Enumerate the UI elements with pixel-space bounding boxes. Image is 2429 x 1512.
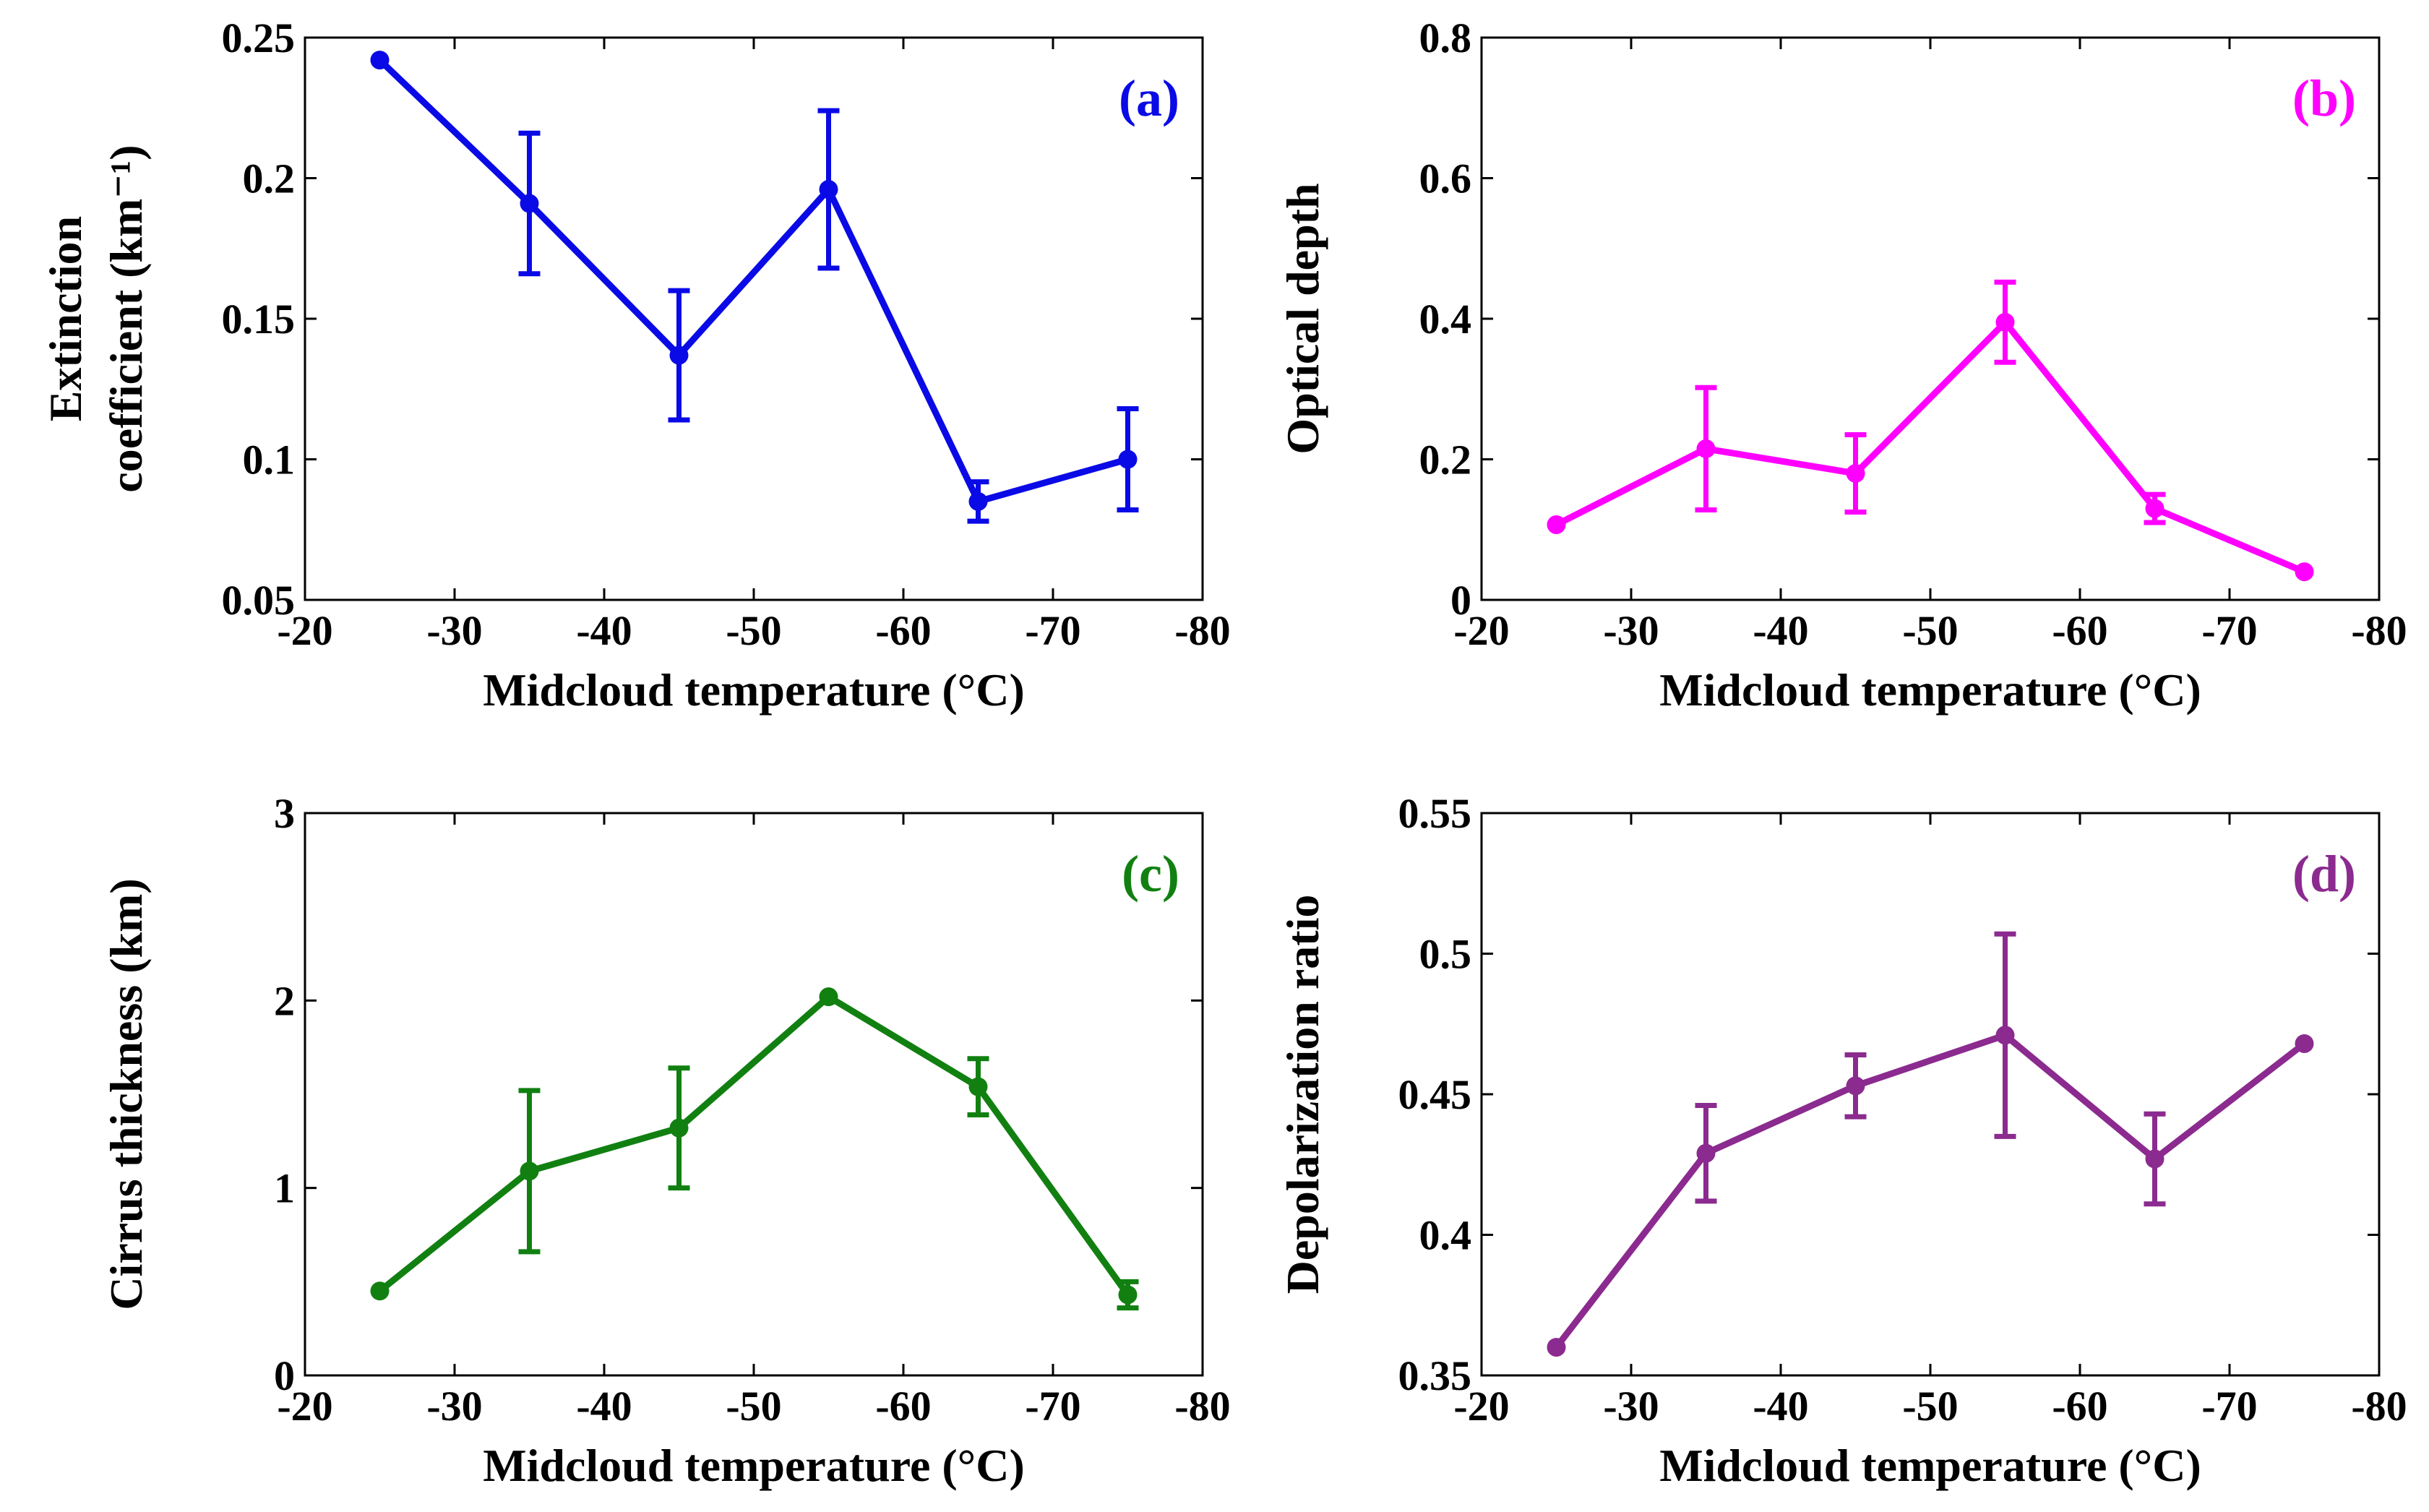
y-tick-label: 0.6 <box>1419 155 1472 202</box>
x-tick-label: -70 <box>2201 607 2257 654</box>
panel-label: (a) <box>1119 69 1179 127</box>
data-point <box>669 345 689 365</box>
data-point <box>1118 1285 1138 1305</box>
x-tick-label: -50 <box>1902 1383 1958 1430</box>
data-point <box>1547 1338 1566 1357</box>
y-tick-label: 0.05 <box>222 577 296 624</box>
y-tick-label: 2 <box>274 977 295 1024</box>
x-tick-label: -70 <box>1025 1383 1080 1430</box>
x-tick-label: -60 <box>2052 607 2107 654</box>
data-point <box>2295 562 2314 582</box>
data-point <box>669 1118 689 1138</box>
data-point <box>819 987 838 1007</box>
y-tick-label: 0.15 <box>222 296 296 343</box>
x-tick-label: -40 <box>576 1383 632 1430</box>
x-tick-label: -20 <box>277 1383 332 1430</box>
data-point <box>1696 1143 1716 1163</box>
x-tick-label: -70 <box>1025 607 1080 654</box>
y-axis-title: Cirrus thickness (km) <box>100 878 152 1310</box>
x-tick-label: -30 <box>426 607 482 654</box>
x-axis-title: Midcloud temperature (°C) <box>1659 1440 2201 1491</box>
y-tick-label: 0.5 <box>1419 931 1472 978</box>
x-tick-label: -80 <box>2351 1383 2407 1430</box>
panel-label: (c) <box>1122 845 1179 903</box>
data-point <box>1846 1076 1865 1096</box>
data-point <box>370 1281 390 1301</box>
x-tick-label: -40 <box>1753 1383 1808 1430</box>
y-tick-label: 0 <box>1450 577 1471 624</box>
y-tick-label: 0.35 <box>1398 1352 1472 1399</box>
y-tick-label: 0.4 <box>1419 296 1472 343</box>
series-line <box>1555 319 2306 575</box>
panel-label: (d) <box>2292 845 2356 903</box>
y-tick-label: 1 <box>274 1165 295 1212</box>
y-tick-label: 0.2 <box>1419 437 1472 484</box>
x-tick-label: -30 <box>1603 1383 1659 1430</box>
y-tick-label: 0.4 <box>1419 1212 1472 1259</box>
y-tick-label: 0.45 <box>1398 1071 1472 1118</box>
x-tick-label: -40 <box>1753 607 1808 654</box>
x-tick-label: -50 <box>1902 607 1958 654</box>
x-axis-title: Midcloud temperature (°C) <box>1659 664 2201 716</box>
y-tick-label: 0.1 <box>243 437 296 484</box>
data-point <box>968 1077 988 1096</box>
data-point <box>1995 1026 2015 1045</box>
y-axis-title: Depolarization ratio <box>1277 895 1328 1294</box>
x-tick-label: -50 <box>726 607 781 654</box>
series-line <box>1553 1031 2307 1349</box>
data-point <box>968 491 988 511</box>
y-tick-label: 0.2 <box>243 155 296 202</box>
x-tick-label: -80 <box>1174 607 1230 654</box>
y-axis-title-line-1: Extinction <box>40 216 91 421</box>
data-point <box>520 194 539 213</box>
chart-panel-4: -20 -30 -40 -50 -60 -70 -80 0.35 0.4 0.45 0.5 0.55 M… <box>1277 790 2407 1491</box>
x-tick-label: -50 <box>726 1383 781 1430</box>
data-point <box>520 1161 539 1181</box>
data-point <box>1846 463 1865 483</box>
x-tick-label: -60 <box>875 1383 931 1430</box>
x-tick-label: -80 <box>2351 607 2407 654</box>
y-tick-label: 0.25 <box>222 14 296 61</box>
x-tick-label: -30 <box>426 1383 482 1430</box>
series-line <box>377 993 1131 1297</box>
data-point <box>1995 312 2015 332</box>
data-point <box>2295 1034 2314 1053</box>
x-tick-label: -40 <box>576 607 632 654</box>
data-point <box>370 51 390 70</box>
chart-panel-2: -20 -30 -40 -50 -60 -70 -80 0 0.2 0.4 0.6 0.8 Midclo… <box>1277 14 2407 716</box>
x-tick-label: -60 <box>875 607 931 654</box>
y-tick-label: 0.55 <box>1398 790 1472 837</box>
x-tick-label: -20 <box>1453 1383 1509 1430</box>
y-tick-label: 0 <box>274 1352 295 1399</box>
data-point <box>1547 515 1566 534</box>
panel-label: (b) <box>2292 69 2356 127</box>
x-tick-label: -20 <box>277 607 332 654</box>
x-tick-label: -30 <box>1603 607 1659 654</box>
x-axis-title: Midcloud temperature (°C) <box>483 1440 1025 1491</box>
x-axis-title: Midcloud temperature (°C) <box>483 664 1025 716</box>
series-line <box>377 57 1129 505</box>
x-tick-label: -60 <box>2052 1383 2107 1430</box>
data-point <box>2145 499 2164 518</box>
x-tick-label: -70 <box>2201 1383 2257 1430</box>
data-point <box>2145 1149 2164 1169</box>
data-point <box>819 180 838 199</box>
data-point <box>1118 450 1138 469</box>
chart-panel-1: -20 -30 -40 -50 -60 -70 -80 0.05 0.1 0.15 0.2 0.25 M… <box>40 14 1231 716</box>
x-tick-label: -20 <box>1453 607 1509 654</box>
x-tick-label: -80 <box>1174 1383 1230 1430</box>
chart-panel-3: -20 -30 -40 -50 -60 -70 -80 0 1 2 3 Midcloud temper… <box>100 790 1231 1491</box>
y-axis-title-line-2: coefficient (km⁻¹) <box>100 145 152 492</box>
data-point <box>1696 439 1716 458</box>
y-axis-title: Optical depth <box>1277 183 1328 454</box>
y-tick-label: 3 <box>274 790 295 837</box>
y-tick-label: 0.8 <box>1419 14 1472 61</box>
